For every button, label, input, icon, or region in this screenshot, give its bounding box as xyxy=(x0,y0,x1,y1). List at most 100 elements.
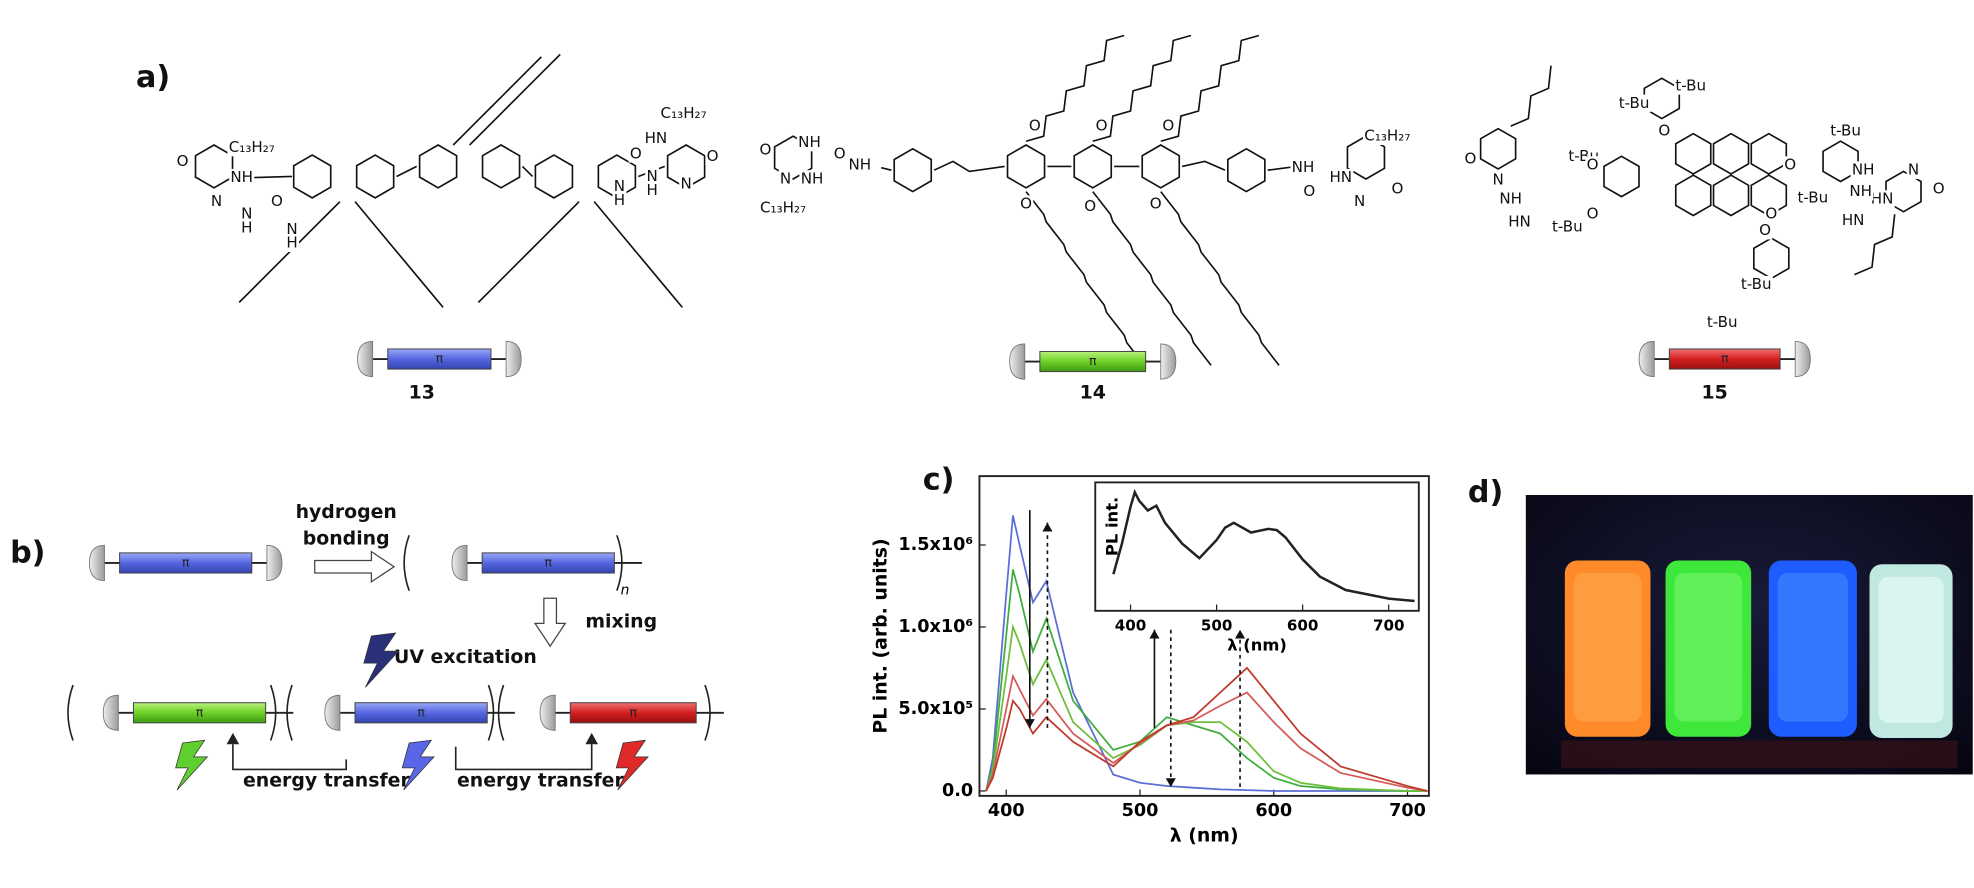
atom-label: HN xyxy=(645,129,668,147)
atom-bg xyxy=(1739,275,1773,294)
atom-bg xyxy=(1906,161,1921,179)
rod-label: π xyxy=(1089,353,1097,368)
bracket xyxy=(67,684,74,741)
rod-label: π xyxy=(436,351,444,366)
chain xyxy=(593,201,683,308)
rod xyxy=(387,348,492,370)
atom-label: t-Bu xyxy=(1830,122,1861,140)
atom-label: O xyxy=(1096,117,1108,135)
atom-label: N xyxy=(241,205,252,223)
atom-label: N xyxy=(211,192,222,210)
x-axis-label: λ (nm) xyxy=(1227,636,1287,655)
atom-label: N xyxy=(1354,192,1365,210)
atom-bg xyxy=(1705,313,1739,332)
end-cap xyxy=(539,694,556,731)
atom-label: O xyxy=(1020,195,1032,213)
rod-label: π xyxy=(629,704,637,719)
atom-bg xyxy=(1757,221,1773,240)
atom-label: H xyxy=(614,191,625,209)
ring xyxy=(534,154,574,199)
series-line xyxy=(985,623,1428,792)
atom-bg xyxy=(1828,122,1863,140)
atom-label: O xyxy=(177,152,189,170)
atom-label: N xyxy=(646,167,657,185)
chain xyxy=(477,201,580,303)
atom-bg xyxy=(1498,190,1524,208)
atom-bg xyxy=(1550,218,1584,236)
rod-label: π xyxy=(1721,351,1729,366)
atom-bg xyxy=(1463,150,1478,168)
atom-bg xyxy=(1840,211,1866,230)
atom-bg xyxy=(645,167,660,186)
plot-frame xyxy=(1094,481,1420,612)
atom-label: N xyxy=(1492,171,1503,189)
atom-label: O xyxy=(1162,117,1174,135)
compound-number: 14 xyxy=(1080,382,1106,404)
atom-label: C₁₃H₂₇ xyxy=(760,198,806,216)
atom-bg xyxy=(239,205,254,224)
rod xyxy=(1039,350,1147,373)
bond xyxy=(881,166,892,171)
photo xyxy=(1525,494,1973,775)
ring xyxy=(893,147,933,193)
bracket xyxy=(403,534,410,591)
compound-number: 13 xyxy=(409,382,435,404)
reflection xyxy=(1561,740,1958,769)
atom-bg xyxy=(799,170,825,188)
atom-label: N xyxy=(614,177,625,195)
inset-background xyxy=(1095,482,1419,611)
atom-label: N xyxy=(286,220,297,238)
chain xyxy=(1160,191,1280,366)
atom-bg xyxy=(1850,161,1876,179)
x-tick-label: 600 xyxy=(1287,616,1319,634)
arrow xyxy=(314,550,396,584)
atom-label: HN xyxy=(1842,211,1865,229)
arrowhead xyxy=(1024,719,1035,728)
ring xyxy=(1750,132,1788,175)
atom-bg xyxy=(175,152,190,171)
atom-bg xyxy=(1302,182,1317,201)
end-cap xyxy=(88,544,105,582)
bolt xyxy=(363,632,400,688)
atom-bg xyxy=(229,168,255,187)
scheme-label: energy transfer xyxy=(457,769,624,791)
atom-bg xyxy=(1782,156,1798,174)
arrowhead xyxy=(226,732,240,745)
atom-bg xyxy=(1083,197,1098,216)
plot-lines xyxy=(985,515,1428,792)
atom-bg xyxy=(612,191,627,210)
ring xyxy=(1346,135,1386,180)
scheme-label: energy transfer xyxy=(243,769,410,791)
x-axis-label: λ (nm) xyxy=(1170,825,1239,847)
rod-label: π xyxy=(417,704,425,719)
series-line xyxy=(985,673,1428,792)
atom-bg xyxy=(269,192,285,211)
atom-label: O xyxy=(1084,197,1096,215)
atom-label: O xyxy=(834,144,846,162)
rod xyxy=(119,552,253,574)
atom-bg xyxy=(239,219,254,237)
rod xyxy=(569,702,697,724)
chart: 400 500 600 700 0.0 5.0x10⁵ 1.0x10⁶ 1.5x10⁶ λ (n… xyxy=(870,475,1430,847)
end-cap xyxy=(451,544,468,582)
atom-label: NH xyxy=(1292,158,1315,176)
atom-bg xyxy=(1094,117,1109,135)
atom-bg xyxy=(1018,195,1034,213)
bond xyxy=(249,175,293,179)
rod xyxy=(132,702,267,724)
atom-bg xyxy=(1796,189,1830,207)
chain xyxy=(452,56,542,146)
atom-label: O xyxy=(1303,182,1315,200)
atom-label: t-Bu xyxy=(1552,217,1583,235)
series-line xyxy=(1112,488,1415,603)
ring xyxy=(1885,170,1922,213)
atom-label: O xyxy=(1759,221,1771,239)
bolt xyxy=(615,739,649,791)
atom-bg xyxy=(1585,156,1600,174)
vial-glow xyxy=(1674,573,1743,722)
atom-bg xyxy=(1363,127,1412,146)
atom-label: t-Bu xyxy=(1741,275,1772,293)
plot-frame xyxy=(978,475,1430,797)
scheme: π π π π π hydrogen bonding n mixing UV excitation… xyxy=(67,501,724,791)
